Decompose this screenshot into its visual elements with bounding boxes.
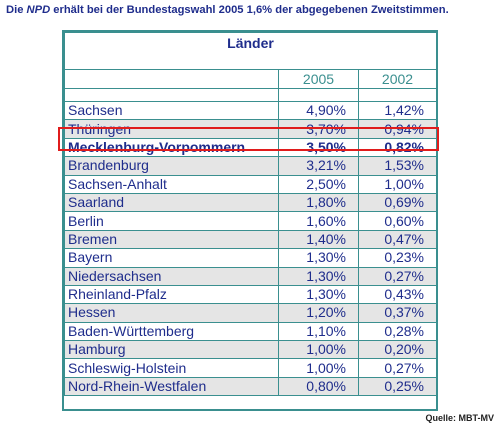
value-2002-cell: 0,43% <box>357 284 438 305</box>
table-row: Hessen 1,20% 0,37% <box>64 303 438 323</box>
table-row: Sachsen 4,90% 1,42% <box>64 100 438 121</box>
land-cell: Nord-Rhein-Westfalen <box>64 376 279 397</box>
table-row: Berlin 1,60% 0,60% <box>64 211 438 231</box>
value-2005-cell: 1,00% <box>278 340 359 360</box>
land-cell: Niedersachsen <box>64 266 279 286</box>
table-row: Niedersachsen 1,30% 0,27% <box>64 266 438 286</box>
year-header-blank <box>64 69 279 89</box>
value-2002-cell: 0,25% <box>357 376 438 397</box>
value-2002-cell: 0,28% <box>357 321 438 342</box>
table-row: Bremen 1,40% 0,47% <box>64 229 438 250</box>
land-cell: Rheinland-Pfalz <box>64 284 279 305</box>
header-row: Länder <box>63 32 438 53</box>
table-row: Saarland 1,80% 0,69% <box>64 192 438 213</box>
land-cell: Saarland <box>64 192 279 213</box>
value-2002-cell: 0,37% <box>357 303 438 323</box>
blank-row <box>63 53 438 70</box>
year-2002-header: 2002 <box>357 69 438 89</box>
results-table: Länder 2005 2002 Sachsen 4,90% 1,42% Thürin… <box>63 32 438 397</box>
value-2005-cell: 4,90% <box>278 100 359 121</box>
table-row: Thüringen 3,70% 0,94% <box>64 119 438 139</box>
land-cell: Brandenburg <box>64 156 279 176</box>
table-row: Baden-Württemberg 1,10% 0,28% <box>64 321 438 342</box>
land-cell: Hamburg <box>64 340 279 360</box>
value-2002-cell: 0,47% <box>357 229 438 250</box>
value-2005-cell: 1,30% <box>278 284 359 305</box>
value-2005-cell: 1,30% <box>278 248 359 268</box>
value-2005-cell: 1,00% <box>278 358 359 378</box>
year-header-row: 2005 2002 <box>64 69 438 89</box>
land-cell: Thüringen <box>64 119 279 139</box>
value-2002-cell: 1,00% <box>357 174 438 194</box>
land-cell: Bremen <box>64 229 279 250</box>
value-2005-cell: 1,20% <box>278 303 359 323</box>
page-title: Die NPD erhält bei der Bundestagswahl 20… <box>6 4 496 16</box>
land-cell: Schleswig-Holstein <box>64 358 279 378</box>
land-cell: Berlin <box>64 211 279 231</box>
value-2002-cell: 1,42% <box>357 100 438 121</box>
land-cell: Sachsen-Anhalt <box>64 174 279 194</box>
land-cell: Bayern <box>64 248 279 268</box>
value-2002-cell: 0,60% <box>357 211 438 231</box>
table-row: Sachsen-Anhalt 2,50% 1,00% <box>64 174 438 194</box>
value-2005-cell: 0,80% <box>278 376 359 397</box>
value-2002-cell: 0,69% <box>357 192 438 213</box>
land-cell: Hessen <box>64 303 279 323</box>
title-suffix: erhält bei der Bundestagswahl 2005 1,6% … <box>50 4 449 16</box>
table-row: Nord-Rhein-Westfalen 0,80% 0,25% <box>64 376 438 397</box>
land-cell: Baden-Württemberg <box>64 321 279 342</box>
table-row: Schleswig-Holstein 1,00% 0,27% <box>64 358 438 378</box>
table-row: Bayern 1,30% 0,23% <box>64 248 438 268</box>
land-cell: Sachsen <box>64 100 279 121</box>
value-2002-cell: 1,53% <box>357 156 438 176</box>
table-row: Hamburg 1,00% 0,20% <box>64 340 438 360</box>
title-prefix: Die <box>6 4 27 16</box>
value-2005-cell: 1,10% <box>278 321 359 342</box>
value-2005-cell: 3,21% <box>278 156 359 176</box>
value-2005-cell: 1,30% <box>278 266 359 286</box>
laender-heading: Länder <box>63 32 438 53</box>
party-name: NPD <box>26 4 51 16</box>
value-2002-cell: 0,27% <box>357 358 438 378</box>
value-2005-cell: 3,70% <box>278 119 359 139</box>
highlight-box <box>58 127 439 151</box>
spacer-row <box>64 88 438 102</box>
value-2005-cell: 1,80% <box>278 192 359 213</box>
source-note: Quelle: MBT-MV <box>425 413 494 423</box>
value-2005-cell: 1,60% <box>278 211 359 231</box>
value-2005-cell: 2,50% <box>278 174 359 194</box>
table-row: Brandenburg 3,21% 1,53% <box>64 156 438 176</box>
value-2002-cell: 0,27% <box>357 266 438 286</box>
year-2005-header: 2005 <box>278 69 359 89</box>
value-2005-cell: 1,40% <box>278 229 359 250</box>
value-2002-cell: 0,23% <box>357 248 438 268</box>
value-2002-cell: 0,20% <box>357 340 438 360</box>
table-row: Rheinland-Pfalz 1,30% 0,43% <box>64 284 438 305</box>
